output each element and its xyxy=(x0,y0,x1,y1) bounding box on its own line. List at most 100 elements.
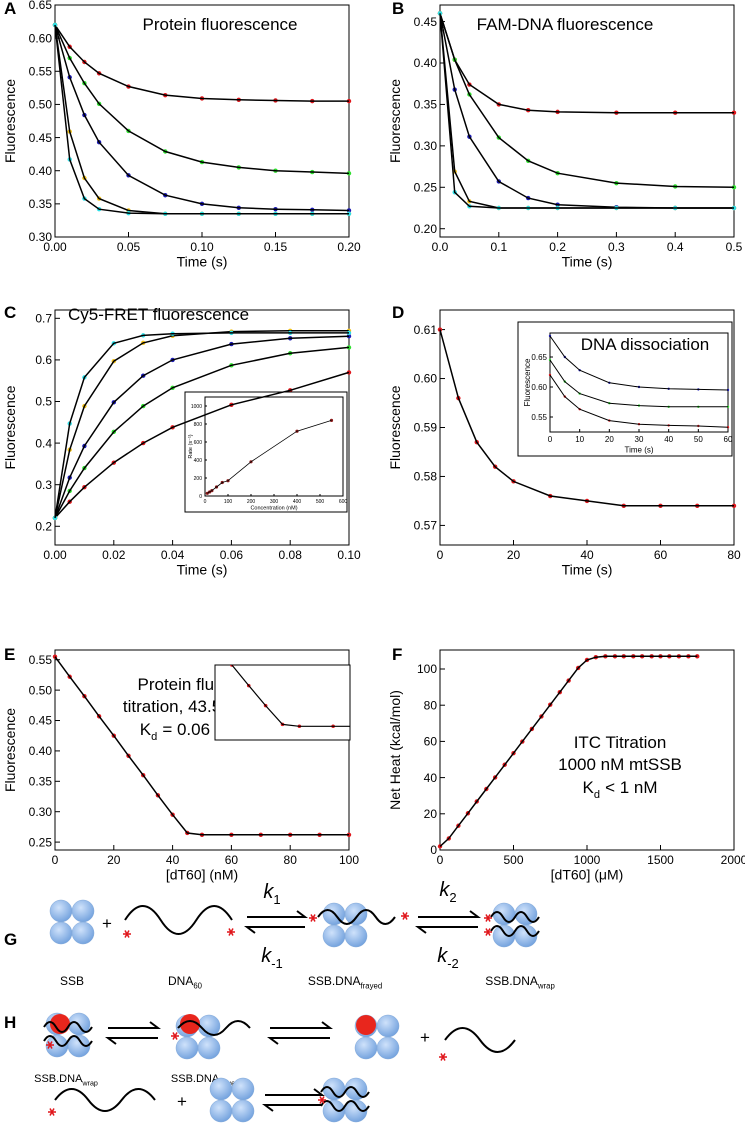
y-tick-label: 20 xyxy=(424,807,438,821)
chart-title: Protein fluorescence xyxy=(143,15,298,34)
plot-frame xyxy=(439,4,735,238)
species-label-main: SSB.DNA xyxy=(171,1073,220,1085)
rate-constant: k1 xyxy=(263,881,280,907)
kd-annotation-rest: < 1 nM xyxy=(605,778,657,797)
dna-strand xyxy=(490,911,540,923)
y-tick-label: 0.35 xyxy=(29,197,53,211)
inset-frame xyxy=(214,664,351,741)
y-tick-label: 600 xyxy=(194,440,203,446)
data-point xyxy=(437,11,443,16)
x-tick-label: 0.08 xyxy=(279,548,303,562)
fluorophore xyxy=(171,1032,179,1040)
fit-line xyxy=(54,656,349,836)
x-tick-label: 40 xyxy=(166,853,180,867)
fluorophore xyxy=(484,914,492,922)
fluorophore xyxy=(48,1108,56,1116)
rate-constant: k-1 xyxy=(261,945,283,971)
y-tick-label: 0.45 xyxy=(29,714,53,728)
x-tick-label: 0.10 xyxy=(337,548,361,562)
y-tick-label: 0.5 xyxy=(35,395,52,409)
ssb-subunit xyxy=(344,902,368,926)
forward-arrow xyxy=(247,910,308,918)
bound-dye xyxy=(356,1015,376,1035)
fluorophore xyxy=(227,928,235,936)
y-axis-label: Fluorescence xyxy=(2,385,18,469)
ssb-subunit xyxy=(344,1099,368,1123)
data-point xyxy=(52,22,58,28)
dna-strand xyxy=(177,1020,251,1036)
fit-line xyxy=(54,24,349,215)
rate-constant-main: k xyxy=(263,881,274,903)
y-tick-label: 0.40 xyxy=(414,56,438,70)
reverse-arrow xyxy=(415,926,478,934)
plus-sign: + xyxy=(420,1028,430,1047)
dna-strand xyxy=(490,925,540,937)
rate-constant-sub: 2 xyxy=(449,890,456,905)
reverse-arrow xyxy=(105,1037,158,1045)
x-axis-label: Time (s) xyxy=(562,254,613,270)
x-tick-label: 300 xyxy=(270,499,279,505)
fit-line xyxy=(439,13,734,209)
y-tick-label: 0.40 xyxy=(29,744,53,758)
x-tick-label: 0.4 xyxy=(667,240,684,254)
ssb-subunit xyxy=(376,1036,400,1060)
x-tick-label: 100 xyxy=(339,853,359,867)
species-label: DNA60 xyxy=(168,974,203,991)
fluorophore xyxy=(123,930,131,938)
x-tick-label: 0.06 xyxy=(220,548,244,562)
inset-point xyxy=(179,603,183,607)
ssb-subunit xyxy=(354,1036,378,1060)
dna-strand xyxy=(444,1027,516,1053)
y-tick-label: 0.60 xyxy=(531,383,547,392)
y-tick-label: 80 xyxy=(424,698,438,712)
forward-arrow xyxy=(418,910,481,918)
kd-annotation-main: K xyxy=(582,778,594,797)
ssb-subunit xyxy=(71,921,95,945)
inset-point xyxy=(213,643,217,647)
y-axis-label: Fluorescence xyxy=(387,385,403,469)
y-tick-label: 0.25 xyxy=(414,180,438,194)
y-tick-label: 800 xyxy=(194,422,203,428)
plus-sign: + xyxy=(177,1092,187,1111)
species-label-sub: 60 xyxy=(193,982,202,991)
ssb-subunit xyxy=(71,899,95,923)
inset-zoom xyxy=(129,541,350,729)
fit-line xyxy=(54,335,350,519)
x-axis-label: [dT60] (nM) xyxy=(166,867,238,883)
panel-label: D xyxy=(392,303,404,322)
x-tick-label: 100 xyxy=(224,499,233,505)
y-axis-label: Fluorescence xyxy=(2,708,18,792)
y-tick-label: 0.61 xyxy=(414,323,438,337)
x-tick-label: 0.0 xyxy=(432,240,449,254)
dna-strand xyxy=(320,1100,370,1112)
fluorophore xyxy=(318,1096,326,1104)
fit-line xyxy=(54,330,349,519)
y-tick-label: 0.45 xyxy=(29,131,53,145)
y-tick-label: 0.6 xyxy=(35,353,52,367)
inset-point xyxy=(129,541,133,545)
plot-frame xyxy=(54,649,350,851)
chart-title: Cy5-FRET fluorescence xyxy=(68,305,249,324)
ssb-subunit xyxy=(175,1036,199,1060)
x-tick-label: 0 xyxy=(437,853,444,867)
x-axis-label: Time (s) xyxy=(177,254,228,270)
x-tick-label: 40 xyxy=(580,548,594,562)
y-axis-label: Rate (s⁻¹) xyxy=(188,434,194,458)
species-label-main: SSB.DNA xyxy=(308,974,361,988)
x-tick-label: 0.00 xyxy=(43,548,67,562)
reverse-arrow xyxy=(262,1104,322,1112)
fit-line xyxy=(207,420,332,494)
panel-label: A xyxy=(4,0,16,18)
y-axis-label: Fluorescence xyxy=(523,358,532,407)
panel-label: E xyxy=(4,645,15,664)
x-tick-label: 0.04 xyxy=(161,548,185,562)
panel-label: H xyxy=(4,1013,16,1032)
x-tick-label: 0.3 xyxy=(608,240,625,254)
fluorophore xyxy=(309,914,317,922)
x-tick-label: 80 xyxy=(284,853,298,867)
panel-label: B xyxy=(392,0,404,18)
species-label: SSB.DNAfrayed xyxy=(308,974,382,991)
ssb-subunit xyxy=(67,1034,91,1058)
x-tick-label: 0.5 xyxy=(726,240,743,254)
